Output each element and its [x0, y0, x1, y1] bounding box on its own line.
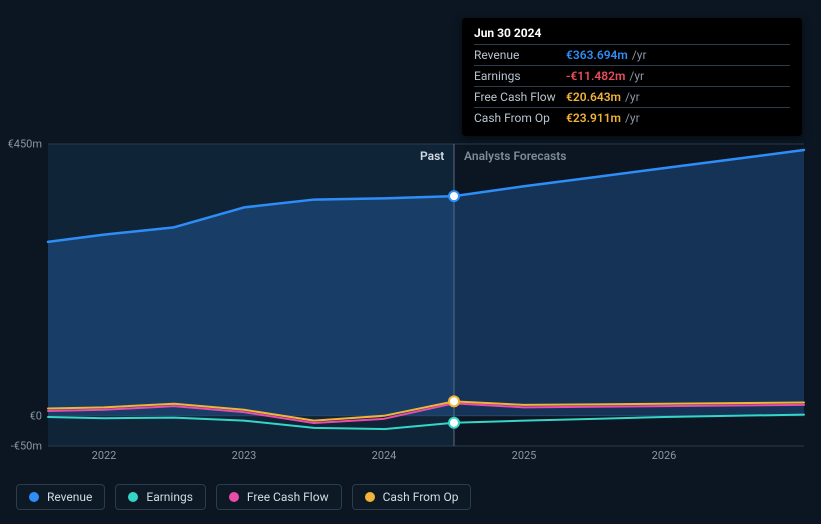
region-label-past: Past	[420, 149, 444, 163]
tooltip-row-label: Revenue	[474, 48, 566, 62]
tooltip-row-value: €363.694m	[566, 48, 628, 62]
tooltip-title: Jun 30 2024	[474, 26, 790, 44]
legend-item-earnings[interactable]: Earnings	[115, 484, 206, 510]
tooltip-row-value: €20.643m	[566, 90, 621, 104]
legend-item-label: Earnings	[146, 490, 193, 504]
chart-legend: Revenue Earnings Free Cash Flow Cash From O…	[16, 484, 471, 510]
y-axis-label: €450m	[0, 138, 42, 151]
legend-item-label: Revenue	[47, 490, 92, 504]
x-axis-label: 2026	[652, 449, 677, 462]
legend-dot-icon	[29, 492, 39, 502]
legend-item-fcf[interactable]: Free Cash Flow	[216, 484, 342, 510]
legend-item-label: Free Cash Flow	[247, 490, 329, 504]
tooltip-row: Revenue€363.694m/yr	[474, 44, 790, 65]
y-axis-label: €0	[0, 409, 42, 422]
tooltip-row-value: €23.911m	[566, 111, 621, 125]
tooltip-row-label: Earnings	[474, 69, 566, 83]
legend-dot-icon	[128, 492, 138, 502]
x-axis-label: 2025	[512, 449, 537, 462]
region-label-forecast: Analysts Forecasts	[464, 149, 566, 163]
tooltip-row: Cash From Op€23.911m/yr	[474, 107, 790, 128]
financial-chart: €450m €0 -€50m 2022 2023 2024 2025 2026 Past A…	[0, 0, 821, 524]
chart-tooltip: Jun 30 2024 Revenue€363.694m/yrEarnings-…	[462, 18, 802, 136]
tooltip-row-unit: /yr	[629, 69, 644, 83]
legend-item-label: Cash From Op	[383, 490, 459, 504]
legend-dot-icon	[365, 492, 375, 502]
tooltip-row-unit: /yr	[632, 48, 647, 62]
y-axis-label: -€50m	[0, 440, 42, 453]
tooltip-row-unit: /yr	[625, 111, 640, 125]
tooltip-row-value: -€11.482m	[566, 69, 625, 83]
tooltip-row: Free Cash Flow€20.643m/yr	[474, 86, 790, 107]
legend-item-cfo[interactable]: Cash From Op	[352, 484, 472, 510]
x-axis-label: 2023	[232, 449, 257, 462]
tooltip-row: Earnings-€11.482m/yr	[474, 65, 790, 86]
legend-dot-icon	[229, 492, 239, 502]
tooltip-row-label: Free Cash Flow	[474, 90, 566, 104]
tooltip-row-unit: /yr	[625, 90, 640, 104]
x-axis-label: 2022	[92, 449, 117, 462]
legend-item-revenue[interactable]: Revenue	[16, 484, 105, 510]
tooltip-row-label: Cash From Op	[474, 111, 566, 125]
x-axis-label: 2024	[372, 449, 397, 462]
